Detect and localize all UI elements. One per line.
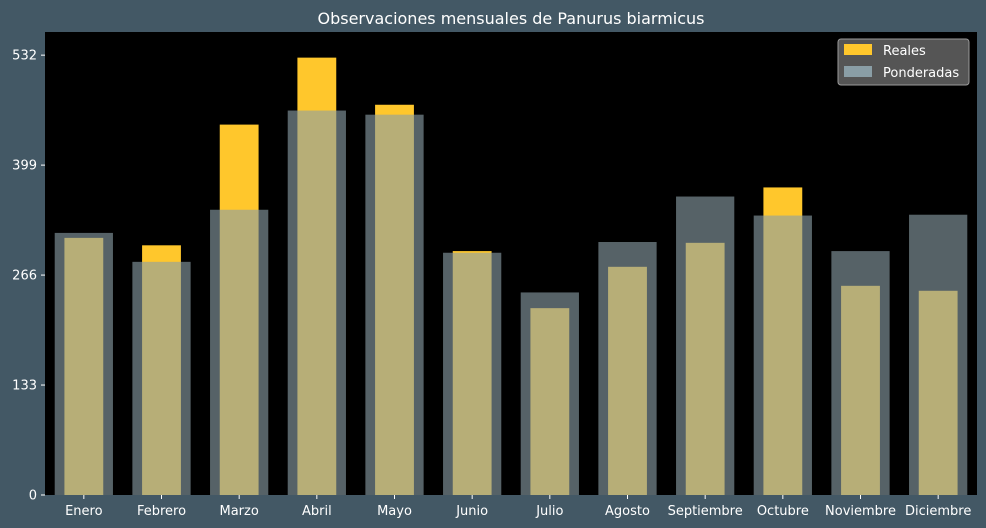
bar-ponderadas-5	[443, 252, 502, 495]
legend-label-ponderadas: Ponderadas	[883, 66, 959, 81]
x-tick-label: Abril	[302, 504, 332, 519]
axes: Enero Febrero Marzo Abril Mayo Junio Julio Agos…	[12, 49, 971, 519]
bar-ponderadas-0	[54, 232, 113, 495]
bar-ponderadas-6	[520, 292, 579, 495]
x-tick-label: Febrero	[137, 504, 186, 519]
bar-ponderadas-11	[909, 214, 968, 495]
x-tick-label: Enero	[65, 504, 103, 519]
y-tick-label: 399	[12, 159, 37, 174]
bar-ponderadas-4	[365, 114, 424, 495]
legend-label-reales: Reales	[883, 44, 926, 59]
x-tick-label: Mayo	[377, 504, 412, 519]
x-tick-label: Noviembre	[825, 504, 896, 519]
x-tick-label: Diciembre	[905, 504, 971, 519]
x-tick-label: Junio	[455, 504, 488, 519]
x-tick-label: Septiembre	[668, 504, 743, 519]
y-tick-label: 133	[12, 379, 37, 394]
bar-ponderadas-2	[210, 209, 269, 496]
bar-ponderadas-10	[831, 251, 890, 495]
bar-ponderadas-3	[287, 110, 346, 495]
y-tick-label: 0	[29, 489, 37, 504]
bar-ponderadas-1	[132, 261, 191, 495]
legend: Reales Ponderadas	[837, 38, 970, 86]
bar-ponderadas-8	[676, 196, 735, 496]
legend-swatch-reales	[844, 44, 872, 55]
x-tick-label: Julio	[535, 504, 563, 519]
legend-swatch-ponderadas	[844, 66, 872, 77]
x-tick-label: Agosto	[605, 504, 650, 519]
bar-ponderadas-7	[598, 242, 657, 495]
x-tick-label: Marzo	[220, 504, 259, 519]
bars	[54, 57, 968, 496]
chart-title: Observaciones mensuales de Panurus biarm…	[317, 9, 704, 28]
y-tick-label: 532	[12, 49, 37, 64]
x-tick-label: Octubre	[757, 504, 809, 519]
bar-ponderadas-9	[753, 215, 812, 495]
plot-area	[45, 32, 977, 495]
y-tick-label: 266	[12, 269, 37, 284]
